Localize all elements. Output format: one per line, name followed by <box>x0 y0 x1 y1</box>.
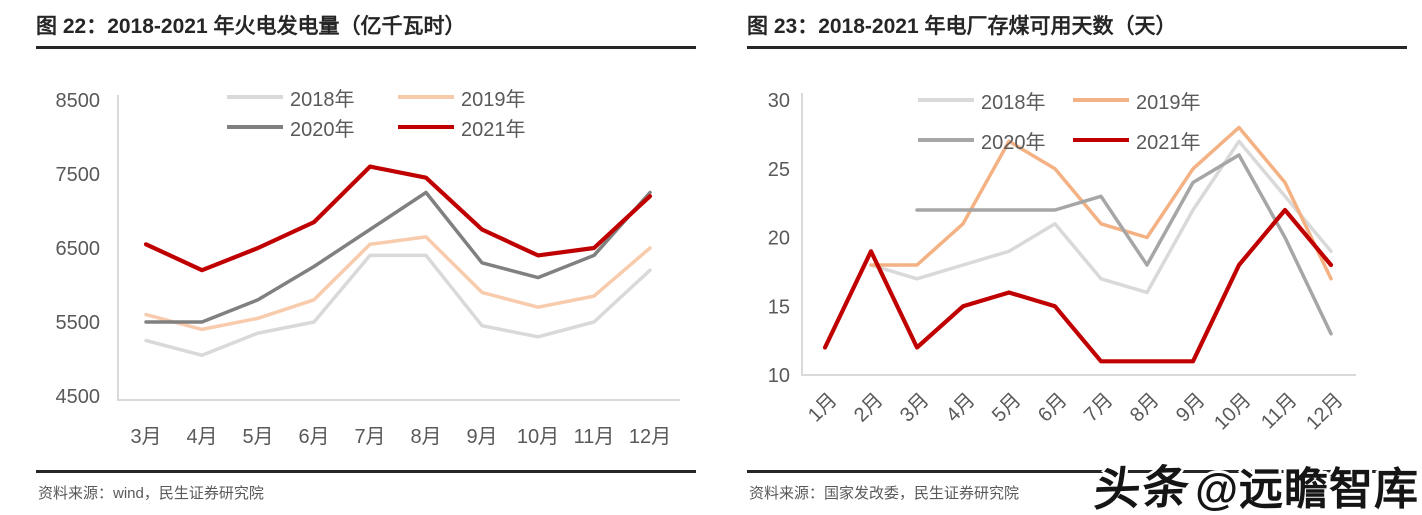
legend-item-2021年: 2021年 <box>398 114 526 141</box>
legend-item-2019年: 2019年 <box>398 84 526 111</box>
watermark-handle: @远瞻智库 <box>1195 465 1419 514</box>
toutiao-watermark: 头条 @远瞻智库 <box>1091 452 1419 515</box>
x-tick-label: 3月 <box>130 426 161 448</box>
figure-23-title: 图 23：2018-2021 年电厂存煤可用天数（天） <box>747 15 1177 38</box>
legend-label: 2021年 <box>1136 131 1201 154</box>
series-line-2021年 <box>822 207 1334 364</box>
chart-canvas: 10 15 20 25 30 1月 2月 3月 4月 5月 6月 7月 8月 9月 10月 11月 12月 <box>768 90 1356 434</box>
figure-22-panel: 图 22：2018-2021 年火电发电量（亿千瓦时） 4500 5500 6500… <box>0 0 711 502</box>
x-tick-label: 5月 <box>988 389 1026 427</box>
legend-swatch <box>227 95 283 99</box>
x-tick-label: 4月 <box>186 426 217 448</box>
series-line-2020年 <box>144 190 652 324</box>
figure-22-chart: 4500 5500 6500 7500 8500 3月 4月 5月 6月 7月 8月 9月 10月 11月… <box>56 90 680 448</box>
y-tick-label: 10 <box>768 365 790 387</box>
legend-swatch <box>1073 98 1129 102</box>
figure-23-chart: 10 15 20 25 30 1月 2月 3月 4月 5月 6月 7月 8月 9月 10月 11月 12月 <box>711 0 1422 515</box>
series-line-2019年 <box>144 235 652 332</box>
x-tick-label: 1月 <box>804 389 842 427</box>
x-tick-label: 12月 <box>629 426 671 448</box>
figure-22-title: 图 22：2018-2021 年火电发电量（亿千瓦时） <box>36 15 466 38</box>
series-line-2021年 <box>143 164 653 273</box>
y-tick-label: 7500 <box>56 164 101 186</box>
x-tick-label: 10月 <box>517 426 559 448</box>
legend-label: 2019年 <box>461 88 526 111</box>
axis-lines <box>801 93 1356 376</box>
legend-label: 2021年 <box>461 118 526 141</box>
x-tick-label: 12月 <box>1302 389 1347 434</box>
legend-label: 2020年 <box>981 131 1046 154</box>
x-tick-label: 10月 <box>1210 389 1255 434</box>
x-tick-label: 7月 <box>1080 389 1118 427</box>
series-line-2020年 <box>915 153 1333 336</box>
legend-label: 2019年 <box>1136 91 1201 114</box>
y-tick-label: 20 <box>768 228 790 250</box>
legend-item-2018年: 2018年 <box>918 87 1046 114</box>
x-tick-label: 9月 <box>1172 389 1210 427</box>
figure-23-source-rule <box>747 470 1407 473</box>
figure-23-legend: 2018年 2019年 2020年 2021年 <box>711 0 1422 200</box>
figure-22-source-rule <box>36 470 696 473</box>
chart-canvas: 4500 5500 6500 7500 8500 3月 4月 5月 6月 7月 8月 9月 10月 11月… <box>56 90 680 448</box>
x-tick-label: 3月 <box>896 389 934 427</box>
legend-swatch <box>918 98 974 102</box>
legend-item-2019年: 2019年 <box>1073 87 1201 114</box>
legend-label: 2020年 <box>290 118 355 141</box>
y-tick-label: 5500 <box>56 312 101 334</box>
x-tick-label: 8月 <box>410 426 441 448</box>
figure-23-source: 资料来源：国家发改委，民生证券研究院 <box>749 485 1020 502</box>
x-tick-label: 2月 <box>850 389 888 427</box>
x-tick-label: 6月 <box>1034 389 1072 427</box>
legend-swatch <box>398 95 454 99</box>
y-tick-label: 6500 <box>56 238 101 260</box>
legend-swatch <box>1073 138 1129 142</box>
series-line-2018年 <box>869 139 1333 295</box>
y-tick-label: 4500 <box>56 386 101 408</box>
series-line-2018年 <box>144 253 652 358</box>
x-tick-label: 4月 <box>942 389 980 427</box>
legend-item-2021年: 2021年 <box>1073 127 1201 154</box>
figure-23-title-rule <box>747 46 1407 49</box>
figure-22-title-rule <box>36 46 696 49</box>
legend-label: 2018年 <box>290 88 355 111</box>
legend-label: 2018年 <box>981 91 1046 114</box>
y-tick-label: 8500 <box>56 90 101 112</box>
legend-item-2020年: 2020年 <box>227 114 355 141</box>
figure-22-source: 资料来源：wind，民生证券研究院 <box>38 485 264 502</box>
figure-23-panel: 图 23：2018-2021 年电厂存煤可用天数（天） 10 15 20 25 30 1月… <box>711 0 1422 515</box>
axis-lines <box>117 95 680 401</box>
y-tick-label: 25 <box>768 159 790 181</box>
x-tick-label: 9月 <box>466 426 497 448</box>
x-tick-label: 7月 <box>354 426 385 448</box>
legend-item-2018年: 2018年 <box>227 84 355 111</box>
x-tick-label: 8月 <box>1126 389 1164 427</box>
x-tick-label: 6月 <box>298 426 329 448</box>
y-tick-label: 30 <box>768 90 790 112</box>
series-line-2019年 <box>869 125 1333 281</box>
legend-item-2020年: 2020年 <box>918 127 1046 154</box>
x-tick-label: 11月 <box>574 426 615 448</box>
x-tick-label: 5月 <box>242 426 273 448</box>
legend-swatch <box>398 125 454 129</box>
y-tick-label: 15 <box>768 296 790 318</box>
legend-swatch <box>227 125 283 129</box>
figure-22-legend: 2018年 2019年 2020年 2021年 <box>0 0 711 200</box>
x-tick-label: 11月 <box>1257 389 1301 433</box>
legend-swatch <box>918 138 974 142</box>
toutiao-logo: 头条 <box>1091 460 1194 515</box>
